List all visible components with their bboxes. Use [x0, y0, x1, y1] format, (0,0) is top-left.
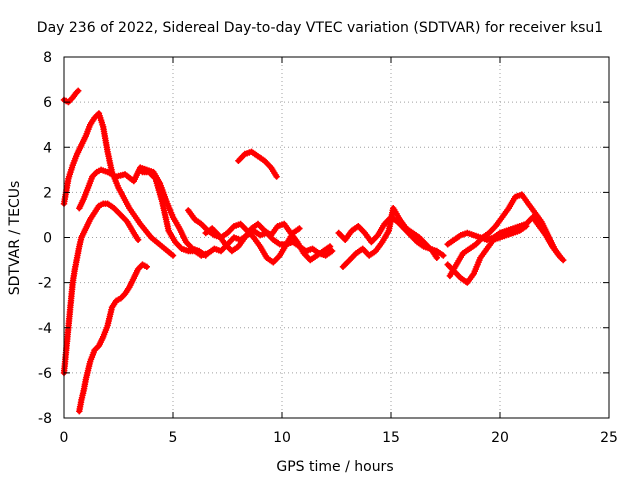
grid-lines — [64, 57, 609, 418]
x-tick-label: 10 — [273, 430, 291, 446]
y-tick-label: 8 — [43, 50, 52, 66]
series-plus-markers — [202, 220, 334, 264]
y-tick-label: -2 — [38, 276, 52, 292]
series-plus-markers — [76, 261, 150, 415]
data-series-trace-9 — [202, 220, 334, 264]
series-plus-markers — [185, 207, 303, 266]
axis-ticks: 0 5 10 15 20 25 -8 -6 -4 -2 0 2 4 6 8 — [38, 50, 618, 446]
y-axis-label: SDTVAR / TECUs — [7, 181, 23, 296]
series-plus-markers — [339, 205, 440, 270]
data-series-trace-5 — [76, 261, 150, 415]
data-series-trace-13 — [446, 191, 565, 280]
x-tick-label: 5 — [169, 430, 178, 446]
data-series-trace-11 — [339, 205, 440, 270]
y-tick-label: 0 — [43, 231, 52, 247]
data-series-trace-6 — [235, 148, 280, 180]
series-trace-line — [76, 262, 150, 414]
series-plus-markers — [446, 191, 565, 280]
y-tick-label: -6 — [38, 366, 52, 382]
x-tick-label: 25 — [600, 430, 618, 446]
series-plus-markers — [235, 148, 280, 180]
y-tick-label: 4 — [43, 140, 52, 156]
data-series-trace-14 — [444, 223, 530, 286]
series-plus-markers — [139, 168, 336, 259]
x-tick-label: 0 — [60, 430, 69, 446]
series-plus-markers — [444, 223, 530, 286]
x-axis-label: GPS time / hours — [276, 459, 393, 475]
y-tick-label: -4 — [38, 321, 52, 337]
data-series-trace-1 — [60, 87, 82, 106]
chart-title: Day 236 of 2022, Sidereal Day-to-day VTE… — [37, 20, 603, 36]
x-tick-label: 20 — [491, 430, 509, 446]
x-tick-label: 15 — [382, 430, 400, 446]
data-series-trace-2 — [60, 110, 177, 259]
y-tick-label: 6 — [43, 95, 52, 111]
y-tick-label: -8 — [38, 411, 52, 427]
data-series-group — [60, 87, 567, 415]
data-series-trace-3 — [76, 164, 209, 259]
y-tick-label: 2 — [43, 185, 52, 201]
